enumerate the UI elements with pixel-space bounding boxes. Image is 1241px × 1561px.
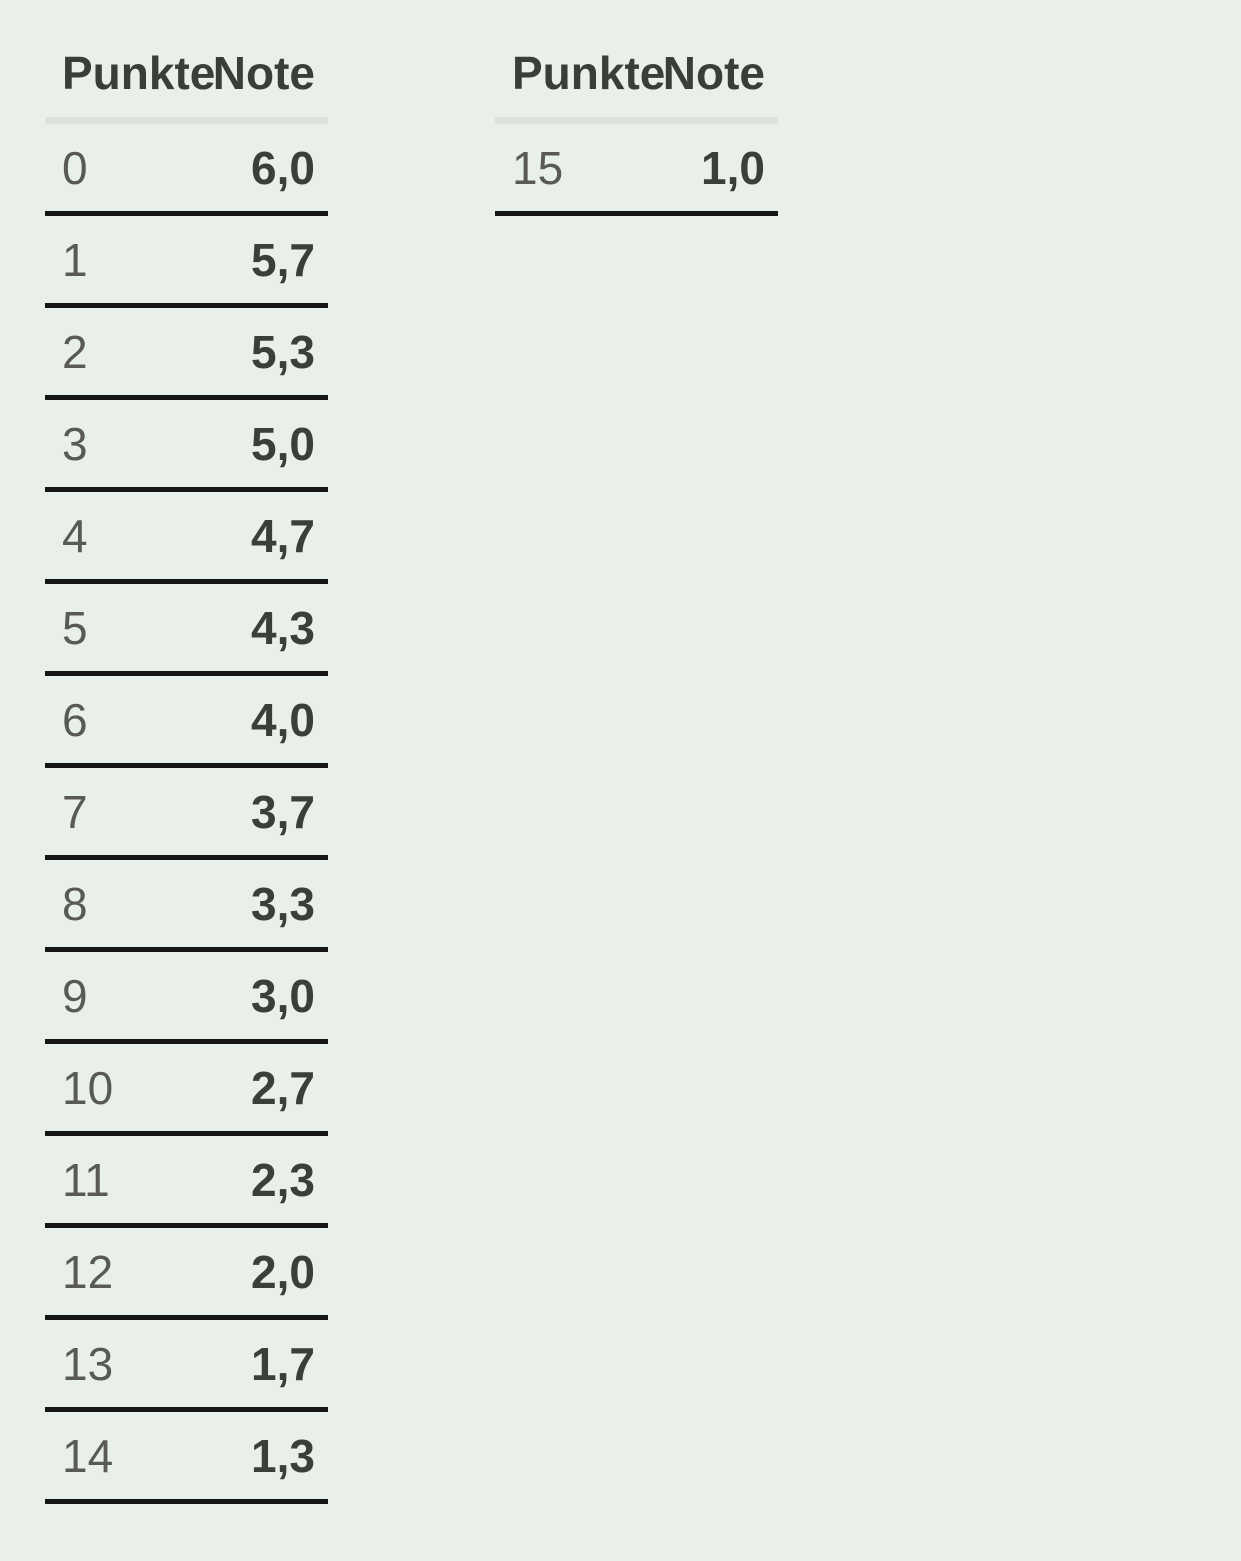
table-row: 7 3,7 bbox=[45, 765, 328, 860]
note-cell: 3,3 bbox=[185, 857, 328, 952]
table-body: 0 6,0 1 5,7 2 5,3 3 5,0 4 4,7 5 4,3 6 4,0 7 3,7 8 3,3 9 3,0… bbox=[45, 120, 328, 1504]
column-header-note: Note bbox=[185, 46, 328, 124]
note-cell: 3,0 bbox=[185, 949, 328, 1044]
punkte-cell: 7 bbox=[45, 765, 185, 860]
punkte-cell: 12 bbox=[45, 1225, 185, 1320]
note-cell: 4,7 bbox=[185, 489, 328, 584]
note-cell: 6,0 bbox=[185, 120, 328, 216]
punkte-cell: 8 bbox=[45, 857, 185, 952]
punkte-cell: 5 bbox=[45, 581, 185, 676]
punkte-cell: 11 bbox=[45, 1133, 185, 1228]
table-row: 3 5,0 bbox=[45, 397, 328, 492]
table-row: 2 5,3 bbox=[45, 305, 328, 400]
grading-scale-page: Punkte Note 0 6,0 1 5,7 2 5,3 3 5,0 4 4,7 5 4,3 6 4,0… bbox=[45, 46, 778, 1504]
table-body: 15 1,0 bbox=[495, 120, 778, 216]
grading-table-secondary: Punkte Note 15 1,0 bbox=[495, 46, 778, 216]
column-header-note: Note bbox=[635, 46, 778, 124]
note-cell: 2,7 bbox=[185, 1041, 328, 1136]
table-row: 10 2,7 bbox=[45, 1041, 328, 1136]
punkte-cell: 13 bbox=[45, 1317, 185, 1412]
punkte-cell: 14 bbox=[45, 1409, 185, 1504]
table-row: 0 6,0 bbox=[45, 120, 328, 216]
table-row: 15 1,0 bbox=[495, 120, 778, 216]
note-cell: 3,7 bbox=[185, 765, 328, 860]
note-cell: 5,0 bbox=[185, 397, 328, 492]
table-row: 4 4,7 bbox=[45, 489, 328, 584]
table-row: 12 2,0 bbox=[45, 1225, 328, 1320]
table-row: 9 3,0 bbox=[45, 949, 328, 1044]
punkte-cell: 0 bbox=[45, 120, 185, 216]
table-row: 5 4,3 bbox=[45, 581, 328, 676]
punkte-cell: 10 bbox=[45, 1041, 185, 1136]
table-header: Punkte Note bbox=[45, 46, 328, 124]
punkte-cell: 2 bbox=[45, 305, 185, 400]
table-header: Punkte Note bbox=[495, 46, 778, 124]
note-cell: 1,0 bbox=[635, 120, 778, 216]
column-header-punkte: Punkte bbox=[495, 46, 665, 124]
note-cell: 2,3 bbox=[185, 1133, 328, 1228]
punkte-cell: 9 bbox=[45, 949, 185, 1044]
table-row: 14 1,3 bbox=[45, 1409, 328, 1504]
note-cell: 4,3 bbox=[185, 581, 328, 676]
punkte-cell: 4 bbox=[45, 489, 185, 584]
note-cell: 1,7 bbox=[185, 1317, 328, 1412]
grading-table-primary: Punkte Note 0 6,0 1 5,7 2 5,3 3 5,0 4 4,7 5 4,3 6 4,0… bbox=[45, 46, 328, 1504]
note-cell: 5,3 bbox=[185, 305, 328, 400]
table-row: 13 1,7 bbox=[45, 1317, 328, 1412]
note-cell: 5,7 bbox=[185, 213, 328, 308]
table-row: 11 2,3 bbox=[45, 1133, 328, 1228]
punkte-cell: 1 bbox=[45, 213, 185, 308]
note-cell: 4,0 bbox=[185, 673, 328, 768]
table-row: 1 5,7 bbox=[45, 213, 328, 308]
punkte-cell: 6 bbox=[45, 673, 185, 768]
table-row: 8 3,3 bbox=[45, 857, 328, 952]
note-cell: 2,0 bbox=[185, 1225, 328, 1320]
punkte-cell: 3 bbox=[45, 397, 185, 492]
table-row: 6 4,0 bbox=[45, 673, 328, 768]
note-cell: 1,3 bbox=[185, 1409, 328, 1504]
punkte-cell: 15 bbox=[495, 120, 635, 216]
column-header-punkte: Punkte bbox=[45, 46, 215, 124]
